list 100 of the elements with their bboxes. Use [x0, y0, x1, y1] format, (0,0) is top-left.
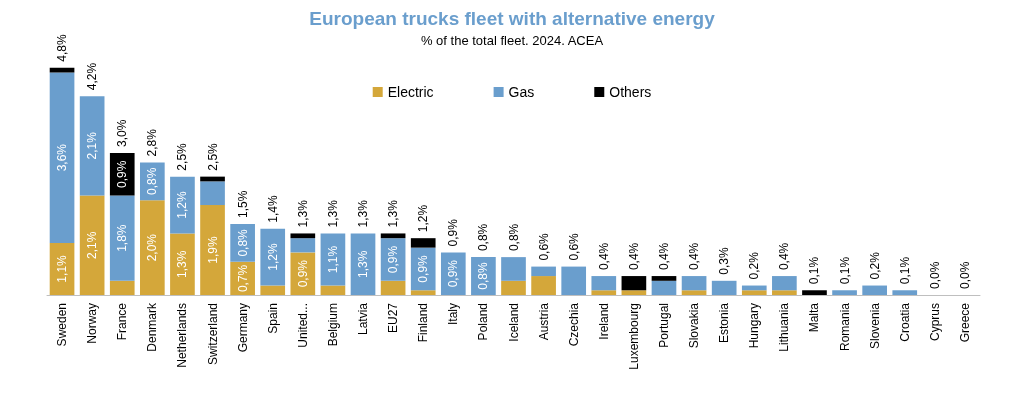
- total-label: 2,5%: [175, 142, 190, 171]
- total-label: 0,1%: [837, 256, 852, 285]
- total-label: 0,8%: [506, 223, 521, 252]
- bar: [200, 181, 225, 206]
- bar: [862, 285, 887, 295]
- x-tick-label: Poland: [476, 303, 491, 341]
- total-label: 0,4%: [596, 242, 611, 271]
- x-tick-label: Croatia: [897, 302, 912, 342]
- bar: [380, 280, 406, 295]
- total-label: 0,1%: [897, 256, 912, 285]
- bar: [49, 72, 75, 243]
- x-tick-label: Norway: [85, 303, 100, 344]
- x-tick-label: Cyprus: [927, 303, 942, 342]
- total-label: 1,5%: [235, 190, 250, 218]
- total-label: 1,3%: [386, 199, 401, 228]
- data-label: 0,9%: [295, 259, 310, 288]
- data-label: 1,9%: [205, 236, 220, 264]
- x-tick-label: Spain: [265, 303, 280, 334]
- bar: [170, 176, 195, 234]
- total-label: 0,6%: [566, 232, 581, 261]
- total-label: 2,8%: [145, 128, 160, 157]
- total-label: 0,6%: [536, 232, 551, 261]
- data-label: 1,8%: [115, 224, 130, 252]
- x-tick-label: Romania: [837, 302, 852, 352]
- x-tick-label: Latvia: [356, 302, 371, 336]
- bar: [109, 280, 135, 295]
- bar: [531, 276, 556, 295]
- data-label: 1,2%: [175, 191, 190, 219]
- bar: [741, 290, 767, 295]
- bar: [501, 280, 526, 295]
- bar: [290, 238, 316, 253]
- data-label: 1,3%: [356, 250, 371, 278]
- bar: [170, 233, 195, 295]
- bar: [591, 290, 617, 295]
- total-label: 1,3%: [325, 199, 340, 228]
- x-tick-label: Luxembourg: [626, 303, 641, 370]
- x-tick-label: Slovenia: [867, 302, 882, 350]
- x-tick-label: Portugal: [656, 303, 671, 348]
- legend-label: Electric: [387, 84, 434, 100]
- x-tick-label: Belgium: [325, 303, 340, 347]
- data-label: 1,3%: [175, 250, 190, 278]
- data-label: 3,6%: [55, 143, 70, 172]
- total-label: 0,4%: [777, 242, 792, 271]
- total-label: 2,5%: [205, 142, 220, 171]
- bar: [711, 280, 737, 295]
- data-label: 0,9%: [115, 160, 130, 188]
- total-label: 0,0%: [927, 261, 942, 289]
- bar: [621, 276, 647, 291]
- bar: [79, 96, 105, 196]
- bar: [621, 290, 647, 295]
- legend-label: Others: [609, 84, 652, 100]
- bar: [320, 285, 346, 295]
- bar: [410, 238, 436, 248]
- bar: [501, 257, 526, 281]
- x-tick-label: France: [115, 302, 130, 341]
- total-label: 0,1%: [807, 256, 822, 285]
- bar: [290, 233, 316, 239]
- total-label: 4,2%: [85, 62, 100, 91]
- data-label: 2,0%: [145, 233, 160, 262]
- data-label: 0,8%: [145, 167, 160, 196]
- bar: [260, 285, 286, 295]
- x-tick-label: Ireland: [596, 303, 611, 340]
- total-label: 1,4%: [265, 195, 280, 223]
- data-label: 0,8%: [476, 262, 491, 290]
- bar: [109, 195, 135, 281]
- total-label: 0,0%: [957, 261, 972, 289]
- x-tick-label: EU27: [386, 302, 401, 334]
- legend-label: Gas: [508, 84, 535, 100]
- x-tick-label: Slovakia: [687, 302, 702, 349]
- bar: [651, 276, 677, 281]
- bar: [651, 280, 677, 295]
- x-tick-label: Germany: [235, 303, 250, 353]
- data-label: 2,1%: [85, 131, 100, 160]
- x-tick-label: Sweden: [55, 303, 70, 347]
- data-label: 0,9%: [416, 254, 431, 283]
- total-label: 0,4%: [656, 242, 671, 271]
- bar: [892, 290, 918, 295]
- total-label: 4,8%: [55, 34, 70, 62]
- total-label: 0,3%: [717, 247, 732, 275]
- total-label: 0,9%: [446, 218, 461, 247]
- total-label: 0,2%: [867, 251, 882, 280]
- x-tick-label: Greece: [957, 302, 972, 343]
- bar: [772, 276, 797, 291]
- total-label: 0,4%: [687, 242, 702, 271]
- bar: [380, 233, 406, 239]
- x-tick-label: Austria: [536, 302, 551, 341]
- x-tick-label: Switzerland: [205, 303, 220, 366]
- bar: [561, 266, 587, 295]
- total-label: 0,8%: [476, 223, 491, 252]
- total-label: 0,4%: [626, 242, 641, 271]
- x-tick-label: Czechia: [566, 302, 581, 347]
- bar: [681, 276, 707, 291]
- total-label: 1,2%: [416, 204, 431, 233]
- total-label: 0,2%: [747, 251, 762, 280]
- data-label: 2,1%: [85, 231, 100, 259]
- data-label: 0,8%: [235, 228, 250, 257]
- data-label: 1,2%: [265, 243, 280, 271]
- bar: [260, 228, 286, 286]
- x-tick-label: Italy: [446, 303, 461, 326]
- x-tick-label: United...: [295, 303, 310, 348]
